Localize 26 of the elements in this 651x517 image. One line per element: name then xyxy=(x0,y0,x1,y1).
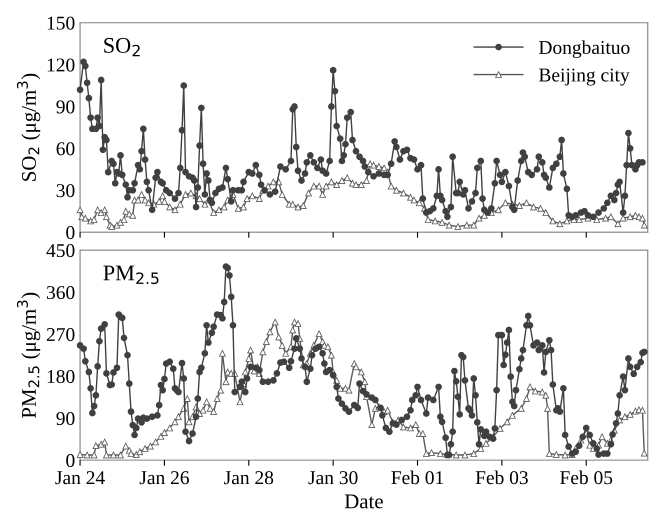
y-axis-title: PM$_{2.5}$ (μg/m$^{3}$) xyxy=(16,292,40,418)
y-tick-label: 60 xyxy=(56,142,74,156)
y-tick-label: 30 xyxy=(56,184,74,198)
y-tick-label: 450 xyxy=(46,244,74,258)
y-tick-label: 180 xyxy=(48,370,74,384)
y-tick-label: 0 xyxy=(66,226,74,240)
x-tick-label: Jan 24 xyxy=(55,471,105,484)
x-tick-label: Jan 30 xyxy=(308,471,358,484)
annotation: PM$_{2.5}$ xyxy=(103,266,158,284)
annotation: SO$_{2}$ xyxy=(104,38,140,56)
x-tick-label: Feb 05 xyxy=(560,470,612,484)
y-tick-label: 120 xyxy=(48,58,74,72)
y-tick-label: 0 xyxy=(66,454,74,468)
legend-label: Dongbaituo xyxy=(538,40,630,58)
x-tick-label: Jan 28 xyxy=(224,471,274,484)
legend-label: Beijing city xyxy=(538,68,630,86)
y-tick-label: 90 xyxy=(56,100,74,114)
x-axis-title: Date xyxy=(344,494,383,508)
x-tick-label: Feb 03 xyxy=(476,470,528,484)
y-tick-label: 360 xyxy=(46,286,74,300)
x-tick-label: Jan 26 xyxy=(140,471,189,484)
y-axis-title: SO$_{2}$ (μg/m$^{3}$) xyxy=(16,74,40,181)
y-tick-label: 90 xyxy=(56,412,74,426)
y-tick-label: 270 xyxy=(46,328,74,342)
x-tick-label: Feb 01 xyxy=(391,470,444,484)
y-tick-label: 150 xyxy=(48,16,74,30)
